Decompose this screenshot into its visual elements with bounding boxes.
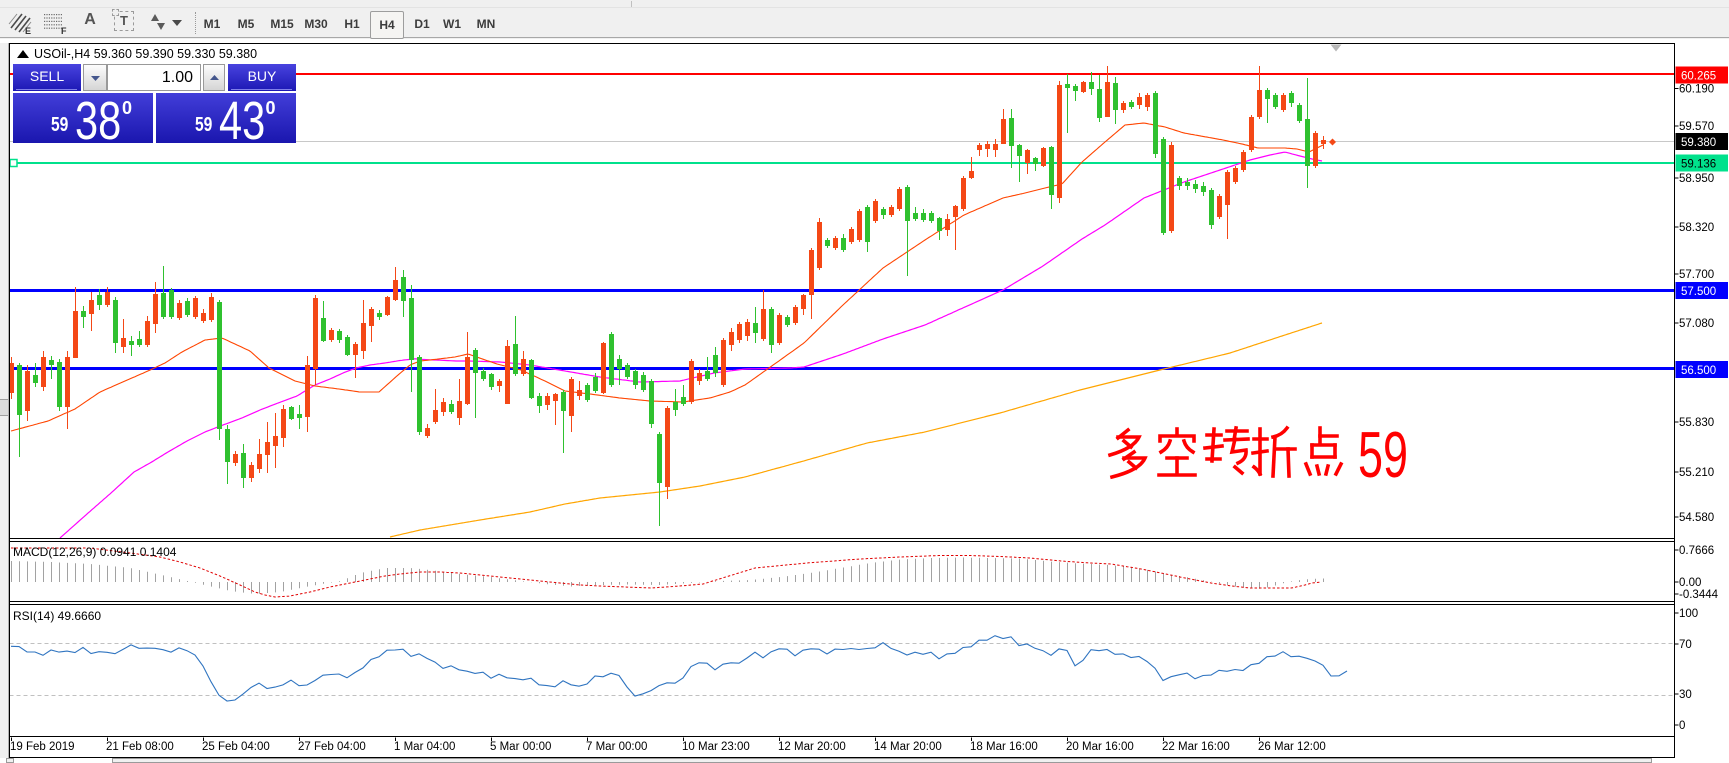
svg-text:60.190: 60.190: [1679, 84, 1714, 96]
svg-text:21 Feb 08:00: 21 Feb 08:00: [106, 741, 174, 753]
svg-text:0.00: 0.00: [1679, 577, 1701, 589]
svg-text:22 Mar 16:00: 22 Mar 16:00: [1162, 741, 1230, 753]
svg-text:30: 30: [1679, 689, 1692, 701]
svg-text:7 Mar 00:00: 7 Mar 00:00: [586, 741, 647, 753]
svg-text:E: E: [25, 26, 31, 36]
svg-text:1 Mar 04:00: 1 Mar 04:00: [394, 741, 455, 753]
svg-text:57.080: 57.080: [1679, 318, 1714, 330]
svg-text:54.580: 54.580: [1679, 512, 1714, 524]
svg-text:100: 100: [1679, 608, 1698, 620]
svg-text:59: 59: [1358, 418, 1408, 491]
svg-text:12 Mar 20:00: 12 Mar 20:00: [778, 741, 846, 753]
svg-text:60.265: 60.265: [1681, 71, 1716, 83]
svg-text:55.210: 55.210: [1679, 467, 1714, 479]
svg-text:19 Feb 2019: 19 Feb 2019: [10, 741, 75, 753]
svg-text:59.570: 59.570: [1679, 121, 1714, 133]
svg-text:MACD(12,26,9) 0.0941 0.1404: MACD(12,26,9) 0.0941 0.1404: [13, 545, 177, 559]
svg-text:20 Mar 16:00: 20 Mar 16:00: [1066, 741, 1134, 753]
svg-text:26 Mar 12:00: 26 Mar 12:00: [1258, 741, 1326, 753]
svg-text:57.500: 57.500: [1681, 286, 1716, 298]
svg-text:58.320: 58.320: [1679, 222, 1714, 234]
svg-text:25 Feb 04:00: 25 Feb 04:00: [202, 741, 270, 753]
svg-text:0: 0: [1679, 720, 1685, 732]
svg-text:0.7666: 0.7666: [1679, 545, 1714, 557]
svg-text:18 Mar 16:00: 18 Mar 16:00: [970, 741, 1038, 753]
svg-text:14 Mar 20:00: 14 Mar 20:00: [874, 741, 942, 753]
svg-text:27 Feb 04:00: 27 Feb 04:00: [298, 741, 366, 753]
svg-text:RSI(14) 49.6660: RSI(14) 49.6660: [13, 609, 101, 623]
svg-text:F: F: [61, 26, 67, 36]
svg-text:58.950: 58.950: [1679, 173, 1714, 185]
svg-text:USOil-,H4 59.360 59.390 59.33: USOil-,H4 59.360 59.390 59.330 59.380: [34, 47, 257, 61]
svg-text:-0.3444: -0.3444: [1679, 589, 1719, 601]
svg-text:5 Mar 00:00: 5 Mar 00:00: [490, 741, 551, 753]
svg-text:57.700: 57.700: [1679, 269, 1714, 281]
svg-text:59.136: 59.136: [1681, 159, 1716, 171]
svg-text:59.380: 59.380: [1681, 137, 1716, 149]
svg-text:56.500: 56.500: [1681, 365, 1716, 377]
svg-text:55.830: 55.830: [1679, 417, 1714, 429]
svg-text:10 Mar 23:00: 10 Mar 23:00: [682, 741, 750, 753]
svg-text:70: 70: [1679, 639, 1692, 651]
